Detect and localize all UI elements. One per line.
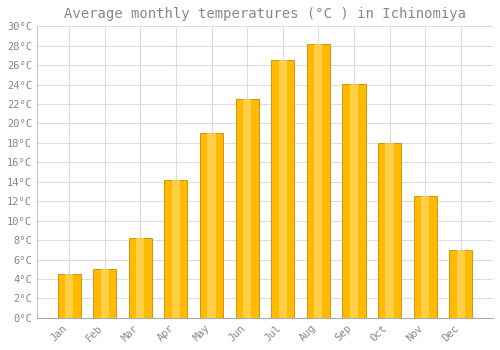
- Bar: [414, 196, 436, 318]
- Bar: [172, 180, 180, 318]
- Bar: [307, 44, 330, 318]
- Bar: [378, 143, 401, 318]
- Bar: [58, 274, 80, 318]
- Bar: [421, 196, 429, 318]
- Bar: [128, 238, 152, 318]
- Bar: [93, 269, 116, 318]
- Bar: [271, 60, 294, 318]
- Bar: [449, 250, 472, 318]
- Bar: [456, 250, 465, 318]
- Bar: [386, 143, 394, 318]
- Bar: [243, 99, 251, 318]
- Bar: [164, 180, 188, 318]
- Bar: [208, 133, 216, 318]
- Bar: [65, 274, 73, 318]
- Bar: [100, 269, 109, 318]
- Title: Average monthly temperatures (°C ) in Ichinomiya: Average monthly temperatures (°C ) in Ic…: [64, 7, 466, 21]
- Bar: [136, 238, 144, 318]
- Bar: [200, 133, 223, 318]
- Bar: [342, 84, 365, 318]
- Bar: [278, 60, 287, 318]
- Bar: [236, 99, 258, 318]
- Bar: [314, 44, 322, 318]
- Bar: [350, 84, 358, 318]
